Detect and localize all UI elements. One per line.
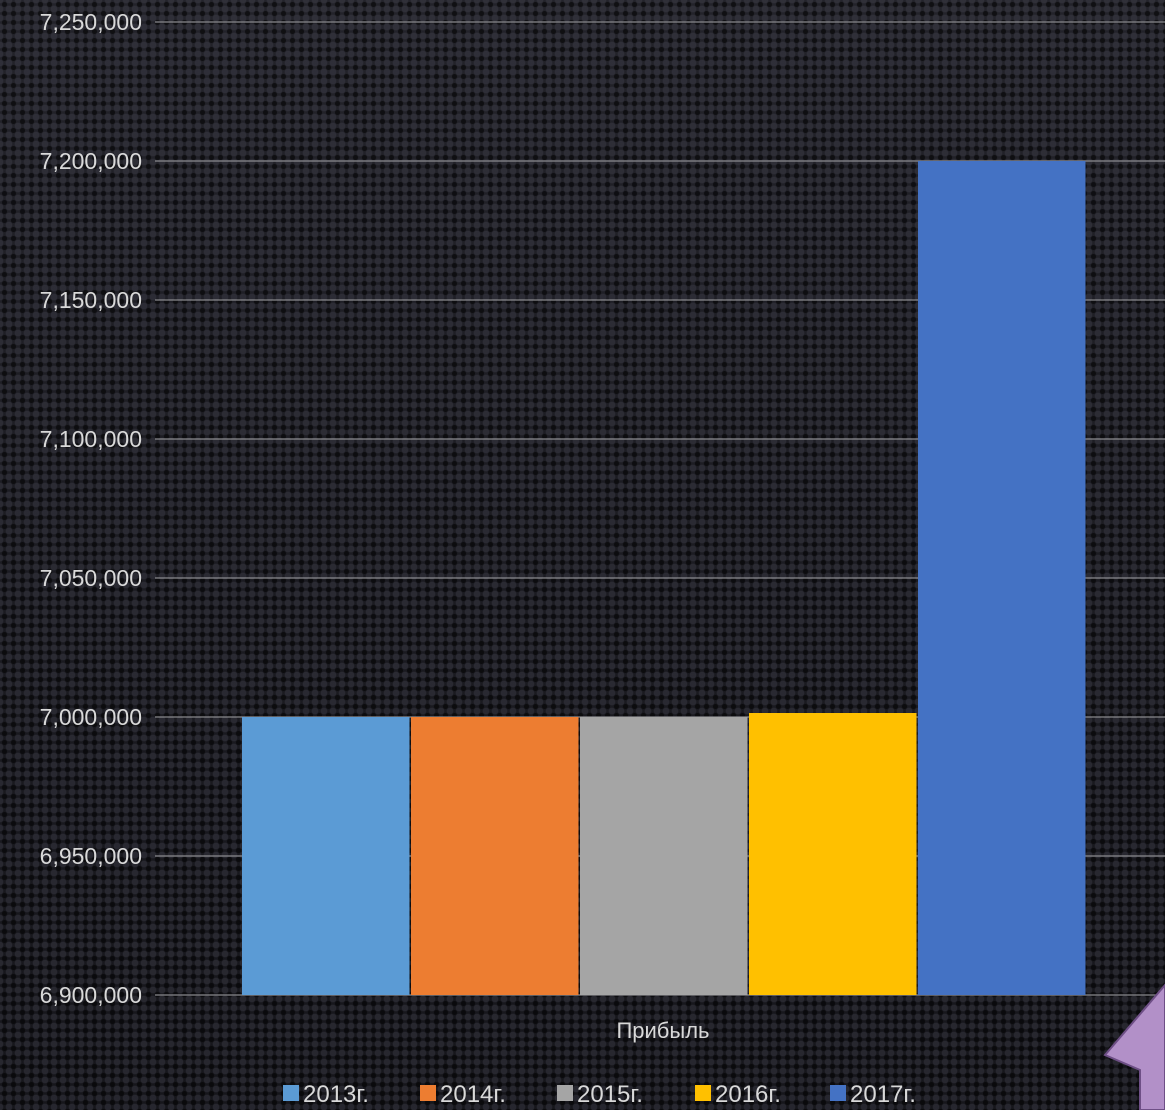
legend-label: 2017г. [850,1081,916,1108]
x-category-label: Прибыль [616,1018,709,1043]
bar-2015г. [580,717,748,995]
legend-swatch [830,1085,846,1101]
bar-2013г. [242,717,410,995]
y-tick-label: 7,200,000 [40,148,142,174]
legend-swatch [283,1085,299,1101]
bar-2016г. [749,712,917,995]
legend-swatch [695,1085,711,1101]
y-tick-label: 7,000,000 [40,704,142,730]
legend-item: 2013г. [283,1081,369,1108]
bars [242,161,1086,995]
y-tick-label: 7,050,000 [40,565,142,591]
bar-2014г. [411,717,579,995]
bar-2017г. [918,161,1086,995]
y-tick-label: 7,100,000 [40,426,142,452]
legend-item: 2014г. [420,1081,506,1108]
y-tick-label: 7,250,000 [40,9,142,35]
legend-label: 2013г. [303,1081,369,1108]
legend-item: 2015г. [557,1081,643,1108]
legend-item: 2017г. [830,1081,916,1108]
legend-label: 2014г. [440,1081,506,1108]
y-tick-label: 6,900,000 [40,982,142,1008]
y-tick-label: 6,950,000 [40,843,142,869]
y-tick-label: 7,150,000 [40,287,142,313]
legend-label: 2015г. [577,1081,643,1108]
legend: 2013г. 2014г. 2015г. 2016г. 2017г. [283,1081,916,1108]
y-axis-tick-labels: 6,900,000 6,950,000 7,000,000 7,050,000 7,10… [40,9,142,1008]
legend-swatch [557,1085,573,1101]
legend-swatch [420,1085,436,1101]
legend-item: 2016г. [695,1081,781,1108]
legend-label: 2016г. [715,1081,781,1108]
